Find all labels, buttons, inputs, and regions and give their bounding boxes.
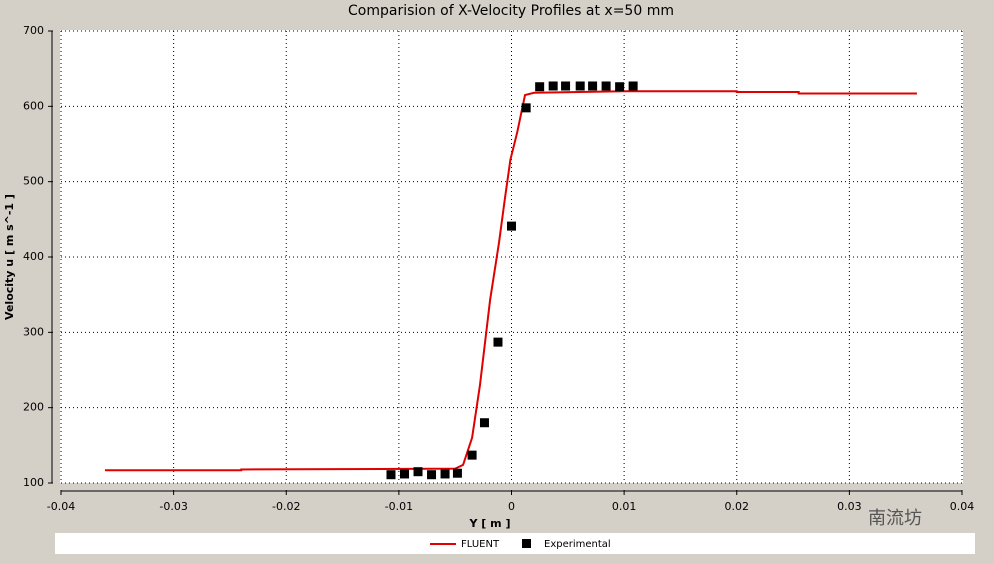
x-tick-label: 0.03 [837,500,862,513]
y-tick-label: 600 [23,99,44,112]
data-point [601,81,611,91]
x-tick-label: 0.04 [950,500,975,513]
data-point [628,81,638,91]
x-tick-label: -0.03 [159,500,187,513]
y-tick-label: 300 [23,325,44,338]
y-tick-label: 400 [23,250,44,263]
data-point [452,468,462,478]
y-tick-label: 200 [23,401,44,414]
watermark: 南流坊 [868,508,922,529]
x-tick-label: 0.02 [725,500,750,513]
legend-label: Experimental [544,539,611,550]
data-point [548,81,558,91]
data-point [535,82,545,92]
x-axis-label: Y [ m ] [469,517,511,530]
x-tick-label: -0.01 [385,500,413,513]
legend-swatch [522,539,531,548]
x-tick-label: -0.04 [47,500,75,513]
data-point [413,467,423,477]
y-tick-label: 500 [23,175,44,188]
data-point [588,81,598,91]
data-point [615,82,625,92]
data-point [386,470,396,480]
data-point [400,469,410,479]
data-point [479,418,489,428]
data-point [427,470,437,480]
y-tick-label: 100 [23,476,44,489]
fluent-line [104,90,917,472]
data-point [467,450,477,460]
x-tick-label: 0.01 [612,500,637,513]
y-axis-label: Velocity u [ m s^-1 ] [3,194,16,320]
y-tick-label: 700 [23,24,44,37]
data-point [561,81,571,91]
x-tick-label: 0 [508,500,515,513]
x-tick-label: -0.02 [272,500,300,513]
data-point [521,103,531,113]
data-point [440,469,450,479]
data-point [575,81,585,91]
data-point [507,221,516,231]
legend-label: FLUENT [461,539,500,550]
legend-box [55,533,975,554]
chart-title: Comparision of X-Velocity Profiles at x=… [348,3,674,19]
data-point [493,337,503,347]
